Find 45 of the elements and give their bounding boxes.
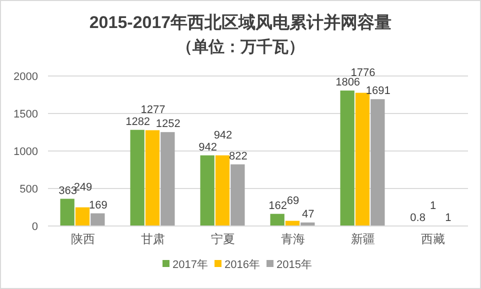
x-tick-label: 宁夏 bbox=[211, 232, 235, 246]
data-label: 69 bbox=[286, 194, 300, 207]
data-label: 1806 bbox=[336, 76, 360, 89]
data-label: 1252 bbox=[156, 118, 180, 130]
chart-subtitle: （单位：万千瓦） bbox=[176, 38, 304, 56]
data-label: 169 bbox=[88, 199, 108, 212]
chart-title: 2015-2017年西北区域风电累计并网容量 bbox=[89, 13, 392, 32]
bar bbox=[355, 92, 370, 226]
bar bbox=[270, 214, 284, 226]
bar bbox=[215, 155, 230, 226]
legend-label: 2016年 bbox=[224, 259, 260, 271]
data-label: 47 bbox=[302, 208, 314, 220]
bar bbox=[130, 130, 144, 226]
y-tick-label: 1500 bbox=[14, 108, 38, 120]
bar bbox=[60, 198, 74, 226]
data-label: 1 bbox=[430, 200, 436, 212]
y-tick-label: 500 bbox=[20, 184, 38, 196]
legend-label: 2015年 bbox=[276, 259, 312, 271]
data-label: 942 bbox=[198, 141, 218, 154]
bar bbox=[90, 213, 105, 226]
y-tick-label: 2000 bbox=[14, 71, 38, 83]
bar bbox=[200, 155, 214, 226]
x-tick-label: 陕西 bbox=[71, 232, 95, 246]
x-tick-label: 甘肃 bbox=[141, 232, 165, 246]
bar bbox=[340, 90, 354, 226]
data-label: 162 bbox=[268, 200, 288, 212]
x-tick-label: 新疆 bbox=[351, 232, 375, 246]
bar bbox=[75, 207, 90, 226]
legend-label: 2017年 bbox=[172, 259, 208, 271]
data-label: 1 bbox=[445, 212, 452, 224]
data-label: 0.8 bbox=[410, 212, 426, 224]
bar bbox=[145, 130, 160, 226]
bar bbox=[160, 132, 175, 226]
data-label: 942 bbox=[214, 129, 232, 142]
data-label: 822 bbox=[228, 150, 248, 162]
x-tick-label: 青海 bbox=[281, 232, 305, 246]
bar bbox=[230, 164, 245, 226]
data-label: 1691 bbox=[366, 85, 390, 98]
y-tick-label: 1000 bbox=[14, 146, 38, 158]
data-label: 1776 bbox=[350, 66, 376, 79]
x-tick-label: 西藏 bbox=[421, 232, 445, 246]
bar bbox=[370, 99, 385, 226]
data-label: 1282 bbox=[126, 116, 150, 128]
data-label: 1277 bbox=[140, 104, 166, 116]
y-tick-label: 0 bbox=[32, 221, 38, 233]
